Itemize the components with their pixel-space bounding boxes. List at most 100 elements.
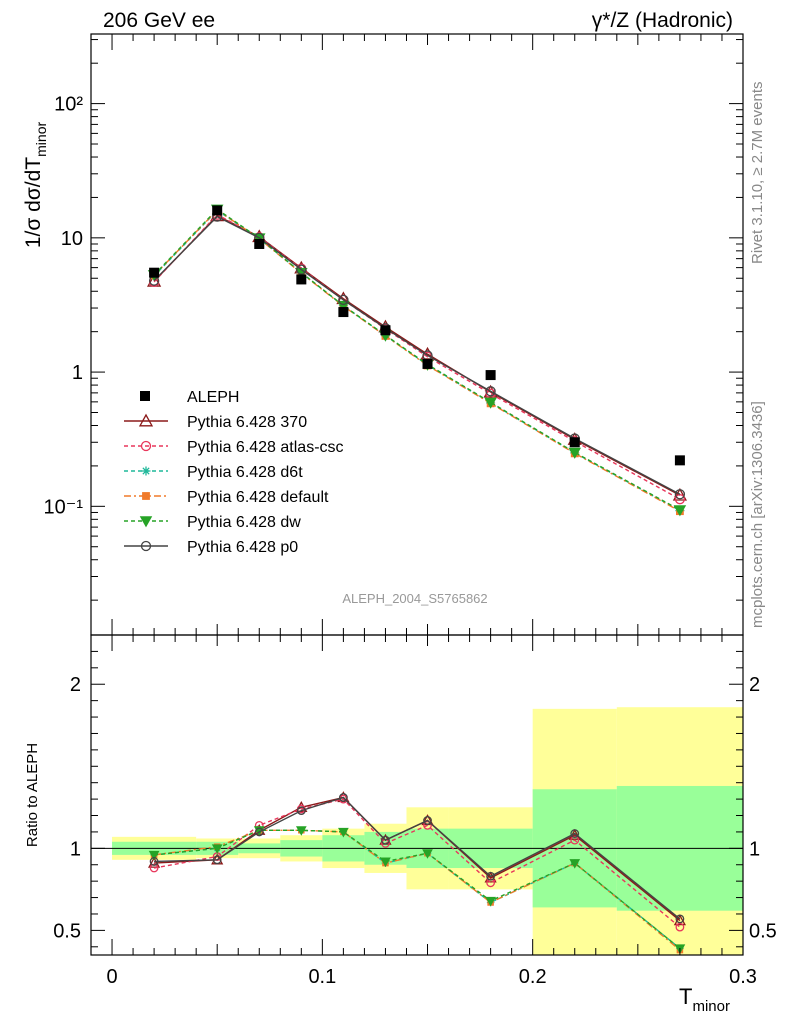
ratio-series-point — [485, 896, 496, 907]
series-line — [153, 208, 681, 511]
series-point — [485, 386, 496, 397]
legend-marker — [141, 466, 151, 476]
ratio-series-point — [423, 820, 432, 830]
ratio-series-point — [296, 806, 306, 815]
series-point — [568, 447, 581, 459]
ratio-series-point — [484, 871, 497, 883]
y-axis-title-main-text: 1/σ dσ/dT — [22, 157, 45, 248]
data-point — [296, 274, 307, 285]
data-point — [569, 437, 580, 448]
ratio-series-point — [380, 857, 391, 867]
ratio-series-point — [338, 793, 348, 802]
series-point — [484, 397, 497, 409]
series-point — [674, 494, 686, 505]
ratio-series-line — [154, 829, 681, 949]
x-axis-title-sub: minor — [692, 998, 730, 1015]
data-point — [254, 238, 265, 249]
ratio-series-point — [486, 878, 496, 888]
data-point — [674, 455, 685, 466]
ratio-series-point — [569, 859, 581, 869]
series-point — [296, 264, 307, 275]
ratio-series-point — [570, 829, 580, 838]
legend-label: ALEPH — [187, 389, 239, 406]
x-tick-label: 0.2 — [519, 966, 547, 988]
ratio-series-point — [148, 850, 160, 861]
x-tick-label: 0.1 — [308, 966, 336, 988]
ratio-series-point — [211, 844, 223, 854]
legend-label: Pythia 6.428 d6t — [187, 464, 303, 481]
ratio-series-point — [149, 863, 159, 873]
ratio-plot-frame — [90, 634, 744, 956]
ratio-axes-layer: 0.5 0.5 1 1 2 2 0 0.1 0.2 0.3 — [53, 634, 777, 988]
ratio-series-point — [149, 857, 159, 866]
legend-marker — [138, 413, 154, 427]
data-point — [422, 358, 433, 369]
legend-label: Pythia 6.428 default — [187, 489, 329, 506]
header-left: 206 GeV ee — [103, 9, 215, 32]
legend-label: Pythia 6.428 370 — [187, 414, 307, 431]
series-point — [338, 294, 349, 306]
y-tick-label-main: 1 — [72, 362, 83, 384]
ratio-series-line — [153, 798, 681, 928]
x-axis-title-text: T — [679, 984, 692, 1009]
ratio-series-line — [154, 796, 681, 920]
x-axis-title: Tminor — [679, 984, 730, 1015]
ratio-series-point — [212, 855, 222, 865]
series-point — [674, 489, 686, 500]
legend-label: Pythia 6.428 atlas-csc — [187, 439, 344, 456]
y-axis-title-main-sub: minor — [33, 122, 49, 157]
main-data-layer — [149, 205, 685, 466]
y-tick-label-ratio: 2 — [70, 674, 81, 696]
legend-label: Pythia 6.428 dw — [187, 514, 301, 531]
data-point — [149, 267, 160, 278]
legend-marker — [140, 540, 152, 552]
ratio-series-point — [338, 827, 349, 838]
y-tick-label-ratio-right: 2 — [749, 674, 760, 696]
ratio-series-point — [423, 816, 432, 825]
ratio-series-line — [154, 829, 681, 951]
x-tick-label: 0.3 — [729, 966, 757, 988]
y-tick-label-ratio-right: 1 — [749, 838, 760, 860]
side-label-rivet: Rivet 3.1.10, ≥ 2.7M events — [749, 82, 766, 265]
data-point — [485, 370, 496, 381]
legend-marker — [142, 492, 150, 500]
legend-label: Pythia 6.428 p0 — [187, 539, 298, 556]
ratio-series-layer — [147, 791, 687, 954]
legend-marker — [140, 440, 152, 452]
series-point — [672, 487, 688, 501]
ratio-series-point — [254, 827, 264, 837]
data-point — [338, 307, 349, 318]
y-tick-label-ratio: 1 — [70, 838, 81, 860]
x-tick-label: 0 — [106, 966, 117, 988]
ratio-series-point — [673, 914, 687, 926]
ratio-series-point — [675, 922, 685, 932]
y-axis-title-ratio: Ratio to ALEPH — [24, 743, 41, 847]
data-point — [212, 205, 223, 216]
y-axis-title-main: 1/σ dσ/dTminor — [22, 122, 49, 249]
ratio-series-point — [570, 835, 580, 845]
y-tick-label-main: 10² — [54, 94, 83, 116]
ratio-series-point — [381, 835, 390, 845]
legend-marker — [140, 391, 150, 401]
y-tick-label-main: 10 — [61, 228, 83, 250]
header-right: γ*/Z (Hadronic) — [592, 9, 733, 32]
ratio-bands-layer — [91, 707, 743, 955]
ratio-series-point — [295, 826, 307, 836]
ratio-series-point — [675, 914, 685, 924]
y-tick-label-main: 10⁻¹ — [44, 496, 84, 518]
ratio-series-point — [486, 871, 496, 881]
y-tick-label-ratio: 0.5 — [53, 920, 81, 942]
legend-marker — [139, 516, 153, 528]
series-point — [673, 505, 687, 517]
side-label-mcplots: mcplots.cern.ch [arXiv:1306.3436] — [749, 401, 766, 628]
analysis-watermark: ALEPH_2004_S5765862 — [342, 591, 487, 606]
main-axes-layer: 10⁻¹ 1 10 10² — [44, 33, 744, 636]
y-tick-label-ratio-right: 0.5 — [749, 920, 777, 942]
legend: ALEPH Pythia 6.428 370 Pythia 6.428 atlas-… — [124, 389, 344, 556]
ratio-series-point — [422, 849, 433, 859]
series-line — [153, 214, 681, 496]
ratio-series-point — [147, 856, 161, 868]
series-line — [153, 215, 681, 495]
data-point — [380, 325, 391, 336]
